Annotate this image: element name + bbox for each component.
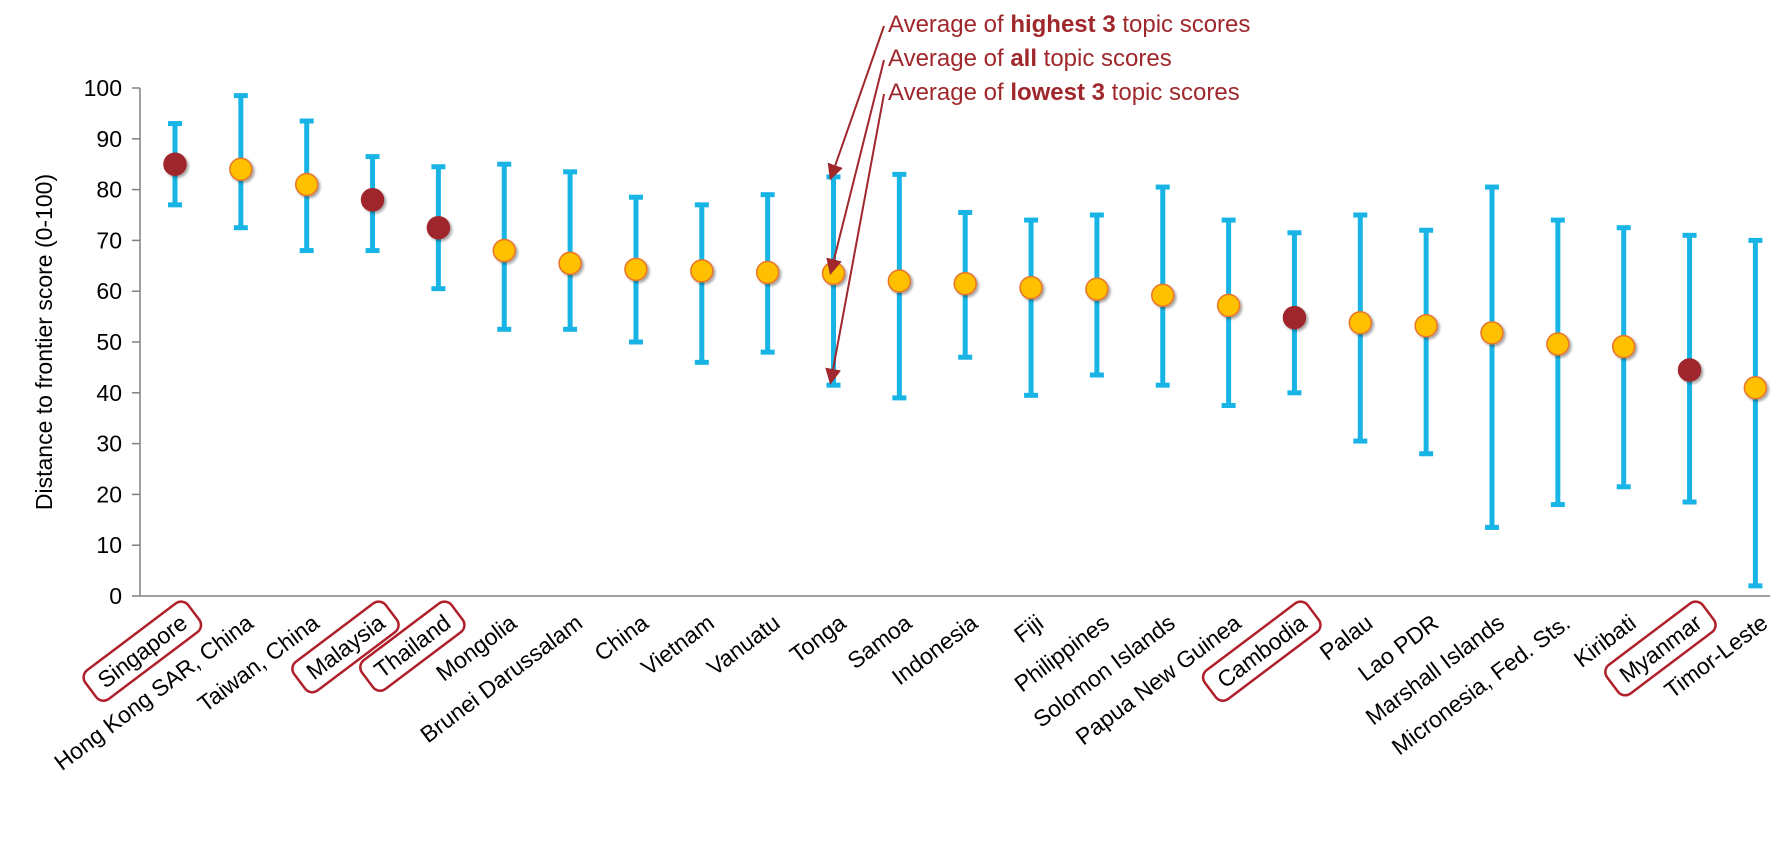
highlight-box xyxy=(1604,600,1717,697)
legend: Average of highest 3 topic scoresAverage… xyxy=(825,11,1250,385)
point xyxy=(624,257,648,282)
legend-suffix: topic scores xyxy=(1105,79,1240,106)
y-tick-label: 50 xyxy=(96,329,122,355)
error-bars xyxy=(168,93,1763,589)
category-label: Vietnam xyxy=(636,609,719,680)
y-tick-label: 40 xyxy=(96,380,122,406)
y-tick-label: 90 xyxy=(96,126,122,152)
point xyxy=(1151,283,1175,308)
category-label-group: Vietnam xyxy=(636,609,719,680)
point xyxy=(690,259,714,283)
y-tick-label: 20 xyxy=(96,481,122,507)
point-highlighted xyxy=(1677,358,1702,382)
point xyxy=(887,269,912,293)
y-tick-label: 30 xyxy=(96,431,122,457)
highlight-box xyxy=(82,600,203,702)
y-axis: 0 10 20 30 40 50 60 70 80 90 100 xyxy=(84,75,141,609)
point-highlighted xyxy=(426,215,451,240)
point-highlighted xyxy=(1282,305,1307,330)
legend-prefix: Average of xyxy=(888,45,1010,72)
point xyxy=(1348,310,1373,335)
category-label-group: Fiji xyxy=(1009,609,1048,647)
points xyxy=(163,152,1768,400)
legend-bold: all xyxy=(1010,45,1037,72)
point xyxy=(953,271,977,296)
legend-prefix: Average of xyxy=(888,11,1010,38)
category-label-group: Vanuatu xyxy=(702,609,785,680)
legend-entry: Average of highest 3 topic scores xyxy=(888,11,1250,38)
point xyxy=(229,157,253,182)
point xyxy=(294,172,319,197)
point xyxy=(558,251,582,276)
point xyxy=(1019,275,1043,300)
point xyxy=(821,261,846,286)
point-highlighted xyxy=(163,152,187,176)
category-label-group: Cambodia xyxy=(1201,600,1322,702)
highlight-box xyxy=(1201,600,1322,702)
legend-arrow xyxy=(826,59,885,275)
legend-suffix: topic scores xyxy=(1116,11,1251,38)
legend-prefix: Average of xyxy=(888,79,1010,106)
point xyxy=(1611,334,1636,359)
legend-suffix: topic scores xyxy=(1037,45,1172,72)
point xyxy=(1085,277,1109,301)
y-tick-label: 10 xyxy=(96,532,122,558)
point xyxy=(1216,293,1241,318)
category-label: Fiji xyxy=(1009,609,1048,647)
point xyxy=(1743,375,1768,400)
point-highlighted xyxy=(360,188,385,212)
category-label-group: Tonga xyxy=(785,609,851,668)
point xyxy=(755,260,780,285)
y-axis-label: Distance to frontier score (0-100) xyxy=(31,174,57,510)
legend-entry: Average of lowest 3 topic scores xyxy=(888,79,1240,106)
point xyxy=(1480,321,1504,345)
legend-bold: highest 3 xyxy=(1010,11,1115,38)
y-tick-label: 100 xyxy=(84,75,122,101)
highlight-box xyxy=(291,600,400,694)
legend-bold: lowest 3 xyxy=(1010,79,1105,106)
point xyxy=(492,238,516,263)
y-tick-label: 80 xyxy=(96,177,122,203)
legend-arrow xyxy=(827,25,885,181)
point xyxy=(1414,313,1438,338)
y-tick-label: 60 xyxy=(96,278,122,304)
y-tick-label: 70 xyxy=(96,227,122,253)
category-label: Vanuatu xyxy=(702,609,785,680)
y-tick-label: 0 xyxy=(109,583,122,609)
highlight-box xyxy=(359,600,466,692)
legend-entry: Average of all topic scores xyxy=(888,45,1172,72)
category-label: Tonga xyxy=(785,609,851,668)
point xyxy=(1546,332,1570,356)
legend-arrow xyxy=(825,93,885,385)
